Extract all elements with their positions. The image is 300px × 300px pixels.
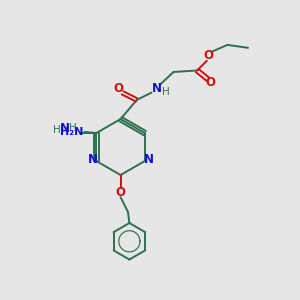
Text: O: O <box>206 76 216 89</box>
Text: H: H <box>162 87 170 97</box>
Text: N: N <box>144 153 154 166</box>
Text: H₂N: H₂N <box>60 127 83 136</box>
Text: H: H <box>53 125 61 135</box>
Text: N: N <box>152 82 162 95</box>
Text: N: N <box>88 153 98 166</box>
Text: O: O <box>203 49 213 62</box>
Text: O: O <box>116 186 126 199</box>
Text: O: O <box>113 82 123 95</box>
Text: N: N <box>60 122 70 135</box>
Text: H: H <box>69 123 77 134</box>
